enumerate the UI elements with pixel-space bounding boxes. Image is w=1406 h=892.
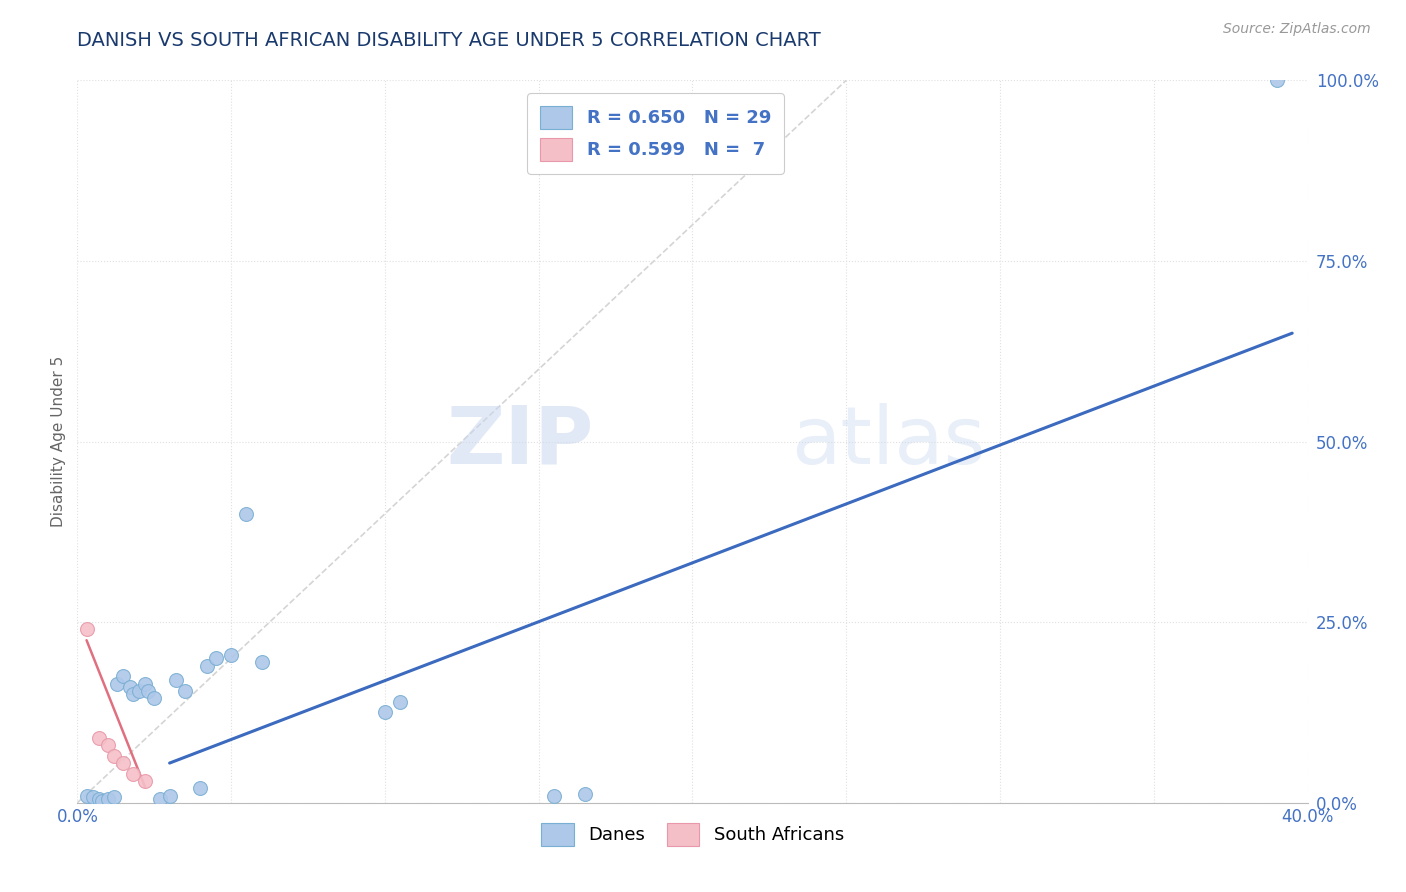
Point (97, 792, 120, 806)
Point (204, 651, 226, 665)
Point (195, 658, 218, 673)
Point (121, 767, 143, 781)
Point (250, 655, 273, 669)
Point (219, 648, 242, 662)
Point (1265, 73, 1288, 87)
Point (97, 738, 120, 752)
Point (103, 748, 125, 763)
Point (128, 683, 150, 698)
Y-axis label: Disability Age Under 5: Disability Age Under 5 (51, 356, 66, 527)
Point (574, 787, 596, 801)
Point (76, 789, 98, 803)
Point (87, 731, 110, 745)
Point (136, 683, 159, 698)
Point (159, 789, 181, 803)
Point (90, 794, 114, 808)
Text: atlas: atlas (792, 402, 986, 481)
Point (134, 774, 156, 789)
Point (76, 623, 98, 637)
Point (121, 687, 143, 701)
Point (134, 676, 156, 690)
Point (188, 781, 212, 796)
Text: Source: ZipAtlas.com: Source: ZipAtlas.com (1223, 22, 1371, 37)
Point (165, 673, 187, 687)
Point (143, 691, 166, 706)
Point (374, 706, 396, 720)
Point (174, 683, 197, 698)
Point (82, 790, 104, 805)
Legend: Danes, South Africans: Danes, South Africans (529, 810, 856, 859)
Text: ZIP: ZIP (447, 402, 595, 481)
Point (112, 756, 135, 770)
Point (235, 507, 257, 521)
Point (543, 789, 565, 803)
Point (389, 695, 412, 709)
Point (105, 676, 128, 690)
Point (149, 792, 172, 806)
Point (112, 669, 135, 683)
Point (103, 790, 125, 805)
Point (118, 680, 141, 694)
Point (87, 792, 110, 806)
Text: DANISH VS SOUTH AFRICAN DISABILITY AGE UNDER 5 CORRELATION CHART: DANISH VS SOUTH AFRICAN DISABILITY AGE U… (77, 31, 821, 50)
